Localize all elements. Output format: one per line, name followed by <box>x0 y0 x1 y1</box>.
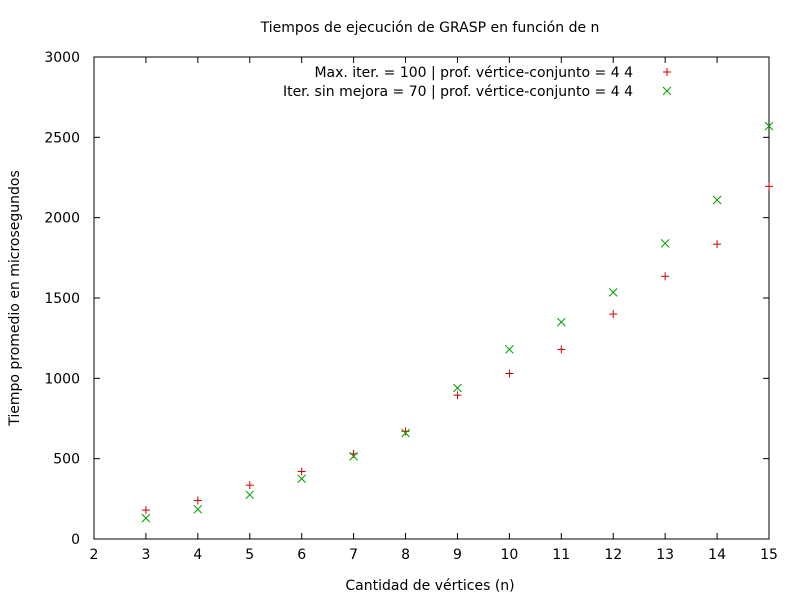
x-tick-label: 13 <box>656 547 674 563</box>
data-point <box>660 239 670 248</box>
y-axis-title: Tiempo promedio en microsegundos <box>7 170 23 427</box>
data-point <box>505 369 514 378</box>
data-point <box>765 182 773 191</box>
data-point <box>141 513 151 523</box>
data-point <box>245 490 255 500</box>
data-point <box>141 506 150 515</box>
x-tick-label: 4 <box>193 547 202 563</box>
data-point <box>297 474 307 484</box>
legend-label: Max. iter. = 100 | prof. vértice-conjunt… <box>314 65 633 81</box>
x-tick-label: 6 <box>297 547 306 563</box>
legend-marker <box>663 68 671 76</box>
x-tick-label: 10 <box>500 547 518 563</box>
x-tick-label: 3 <box>141 547 150 563</box>
chart-title: Tiempos de ejecución de GRASP en función… <box>260 20 600 36</box>
x-tick-label: 5 <box>245 547 254 563</box>
data-point <box>401 427 410 436</box>
data-point <box>505 345 514 354</box>
data-point <box>193 496 202 505</box>
series-1 <box>141 182 773 515</box>
series-2 <box>141 121 774 523</box>
y-tick-label: 2000 <box>44 211 80 227</box>
x-tick-label: 2 <box>90 547 99 563</box>
data-point <box>557 345 566 354</box>
data-point <box>556 317 566 327</box>
legend-label: Iter. sin mejora = 70 | prof. vértice-co… <box>283 84 633 100</box>
data-point <box>608 288 618 297</box>
x-axis-title: Cantidad de vértices (n) <box>345 578 514 594</box>
data-point <box>609 310 618 319</box>
data-point <box>401 428 410 438</box>
axes-layer: 2 3 4 5 6 7 8 9 10 11 12 13 14 15 0 500 1000 1500 2000 2500… <box>44 50 778 563</box>
x-tick-label: 15 <box>760 547 778 563</box>
x-tick-label: 12 <box>604 547 622 563</box>
data-point <box>349 451 358 461</box>
x-tick-label: 8 <box>401 547 410 563</box>
data-point <box>453 391 462 400</box>
x-tick-label: 11 <box>552 547 570 563</box>
x-tick-label: 14 <box>708 547 726 563</box>
data-point <box>453 383 462 393</box>
legend-marker <box>662 86 672 96</box>
data-point <box>297 467 306 476</box>
data-point <box>661 272 670 281</box>
y-tick-label: 500 <box>53 452 80 468</box>
x-tick-label: 9 <box>453 547 462 563</box>
y-tick-label: 1000 <box>44 371 80 387</box>
data-marks-layer <box>141 121 774 523</box>
data-point <box>193 504 203 514</box>
data-point <box>713 240 722 249</box>
data-point <box>712 195 722 205</box>
y-tick-label: 2500 <box>44 130 80 146</box>
x-tick-label: 7 <box>349 547 358 563</box>
y-tick-label: 1500 <box>44 291 80 307</box>
data-point <box>245 481 254 490</box>
data-point <box>764 121 774 131</box>
legend: Max. iter. = 100 | prof. vértice-conjunt… <box>283 65 672 100</box>
y-tick-label: 0 <box>71 532 80 548</box>
y-tick-label: 3000 <box>44 50 80 66</box>
